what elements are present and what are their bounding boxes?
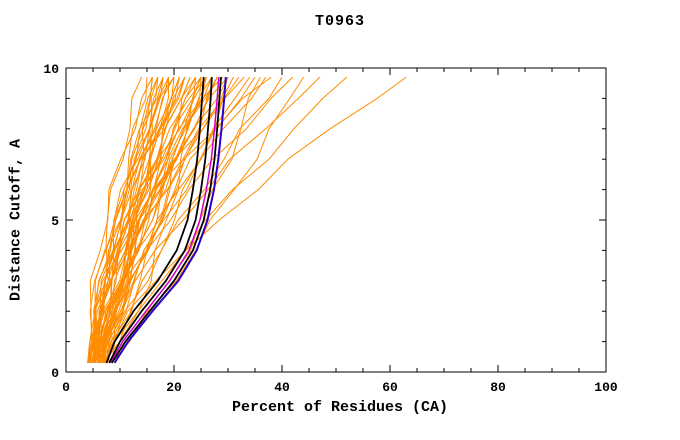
- model-blue-curve: [113, 77, 227, 364]
- x-axis-label: Percent of Residues (CA): [231, 399, 449, 416]
- x-tick-label: 80: [490, 380, 506, 395]
- x-tick-label: 60: [382, 380, 398, 395]
- background-model-curve: [90, 76, 251, 364]
- x-tick-label: 0: [62, 380, 70, 395]
- background-model-curve: [101, 76, 283, 364]
- y-tick-label: 10: [43, 62, 59, 77]
- background-model-curve: [88, 76, 229, 364]
- background-model-curve: [100, 76, 321, 363]
- chart-title: T0963: [314, 13, 365, 30]
- background-model-curve: [96, 76, 186, 363]
- background-model-curve: [87, 76, 272, 364]
- background-model-curve: [88, 76, 207, 363]
- y-tick-label: 5: [51, 214, 59, 229]
- x-tick-label: 40: [274, 380, 290, 395]
- x-tick-label: 100: [594, 380, 618, 395]
- background-model-curve: [97, 76, 348, 364]
- model-black-right-curve: [111, 77, 222, 364]
- background-model-curve: [111, 76, 407, 363]
- background-model-curve: [87, 76, 197, 363]
- model-magenta-curve: [109, 77, 220, 364]
- y-tick-label: 0: [51, 366, 59, 381]
- x-tick-label: 20: [166, 380, 182, 395]
- plot-frame: [65, 67, 607, 373]
- model-black-mid-curve: [108, 77, 213, 364]
- background-model-curve: [103, 76, 245, 363]
- background-model-curve: [88, 76, 175, 364]
- background-model-curve: [104, 76, 267, 363]
- model-black-left-curve: [105, 77, 205, 364]
- background-model-curve: [87, 76, 153, 363]
- background-model-curve: [94, 76, 240, 363]
- background-model-curve: [94, 76, 294, 364]
